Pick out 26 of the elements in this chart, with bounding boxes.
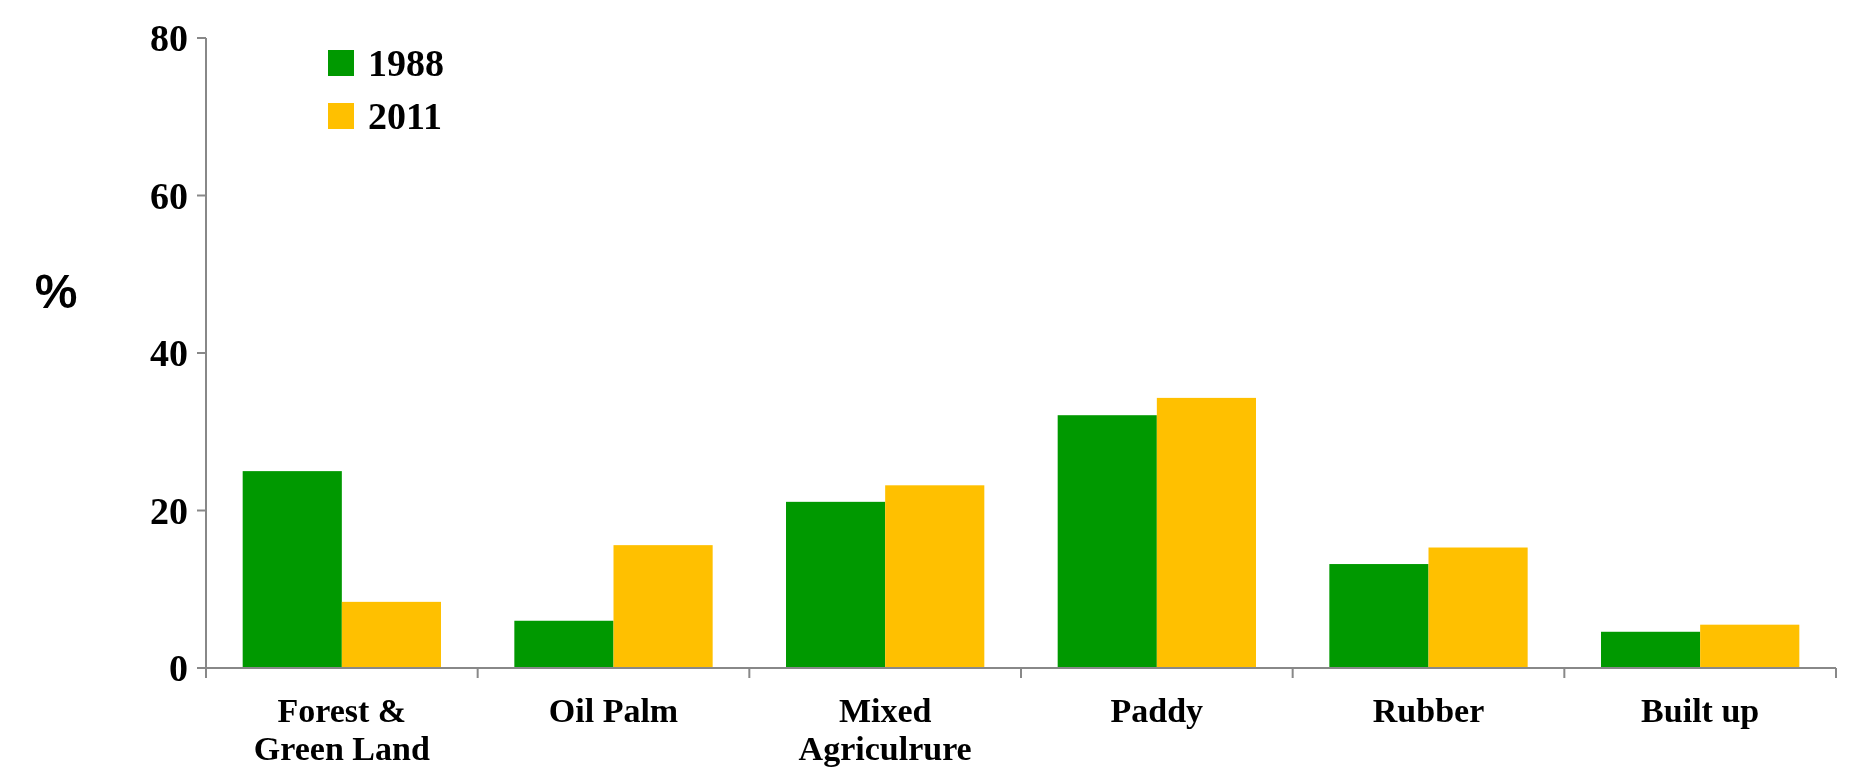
bar [1428, 547, 1528, 668]
bar [1156, 397, 1256, 668]
y-tick-label: 20 [150, 489, 188, 532]
y-tick-label: 80 [150, 17, 188, 60]
bar [1329, 564, 1429, 668]
legend-label: 1988 [368, 42, 444, 85]
bar [242, 471, 342, 668]
y-axis-title: % [34, 265, 78, 318]
legend-label: 2011 [368, 95, 442, 138]
bar [1057, 415, 1157, 668]
bar [514, 620, 614, 668]
bar [1601, 631, 1701, 668]
bar [885, 485, 985, 668]
x-tick-label: Built up [1641, 692, 1760, 729]
x-tick-label: Mixed Agriculrure [798, 692, 972, 767]
bar [341, 601, 441, 668]
y-tick-label: 60 [150, 174, 188, 217]
bar [1700, 624, 1800, 668]
y-tick-label: 40 [150, 332, 188, 375]
y-tick-label: 0 [169, 647, 188, 690]
x-tick-label: Forest & Green Land [253, 692, 430, 767]
x-tick-label: Rubber [1372, 692, 1485, 729]
bar [786, 501, 886, 668]
x-tick-label: Oil Palm [548, 692, 679, 729]
x-tick-label: Paddy [1110, 692, 1204, 729]
bar [613, 545, 713, 668]
